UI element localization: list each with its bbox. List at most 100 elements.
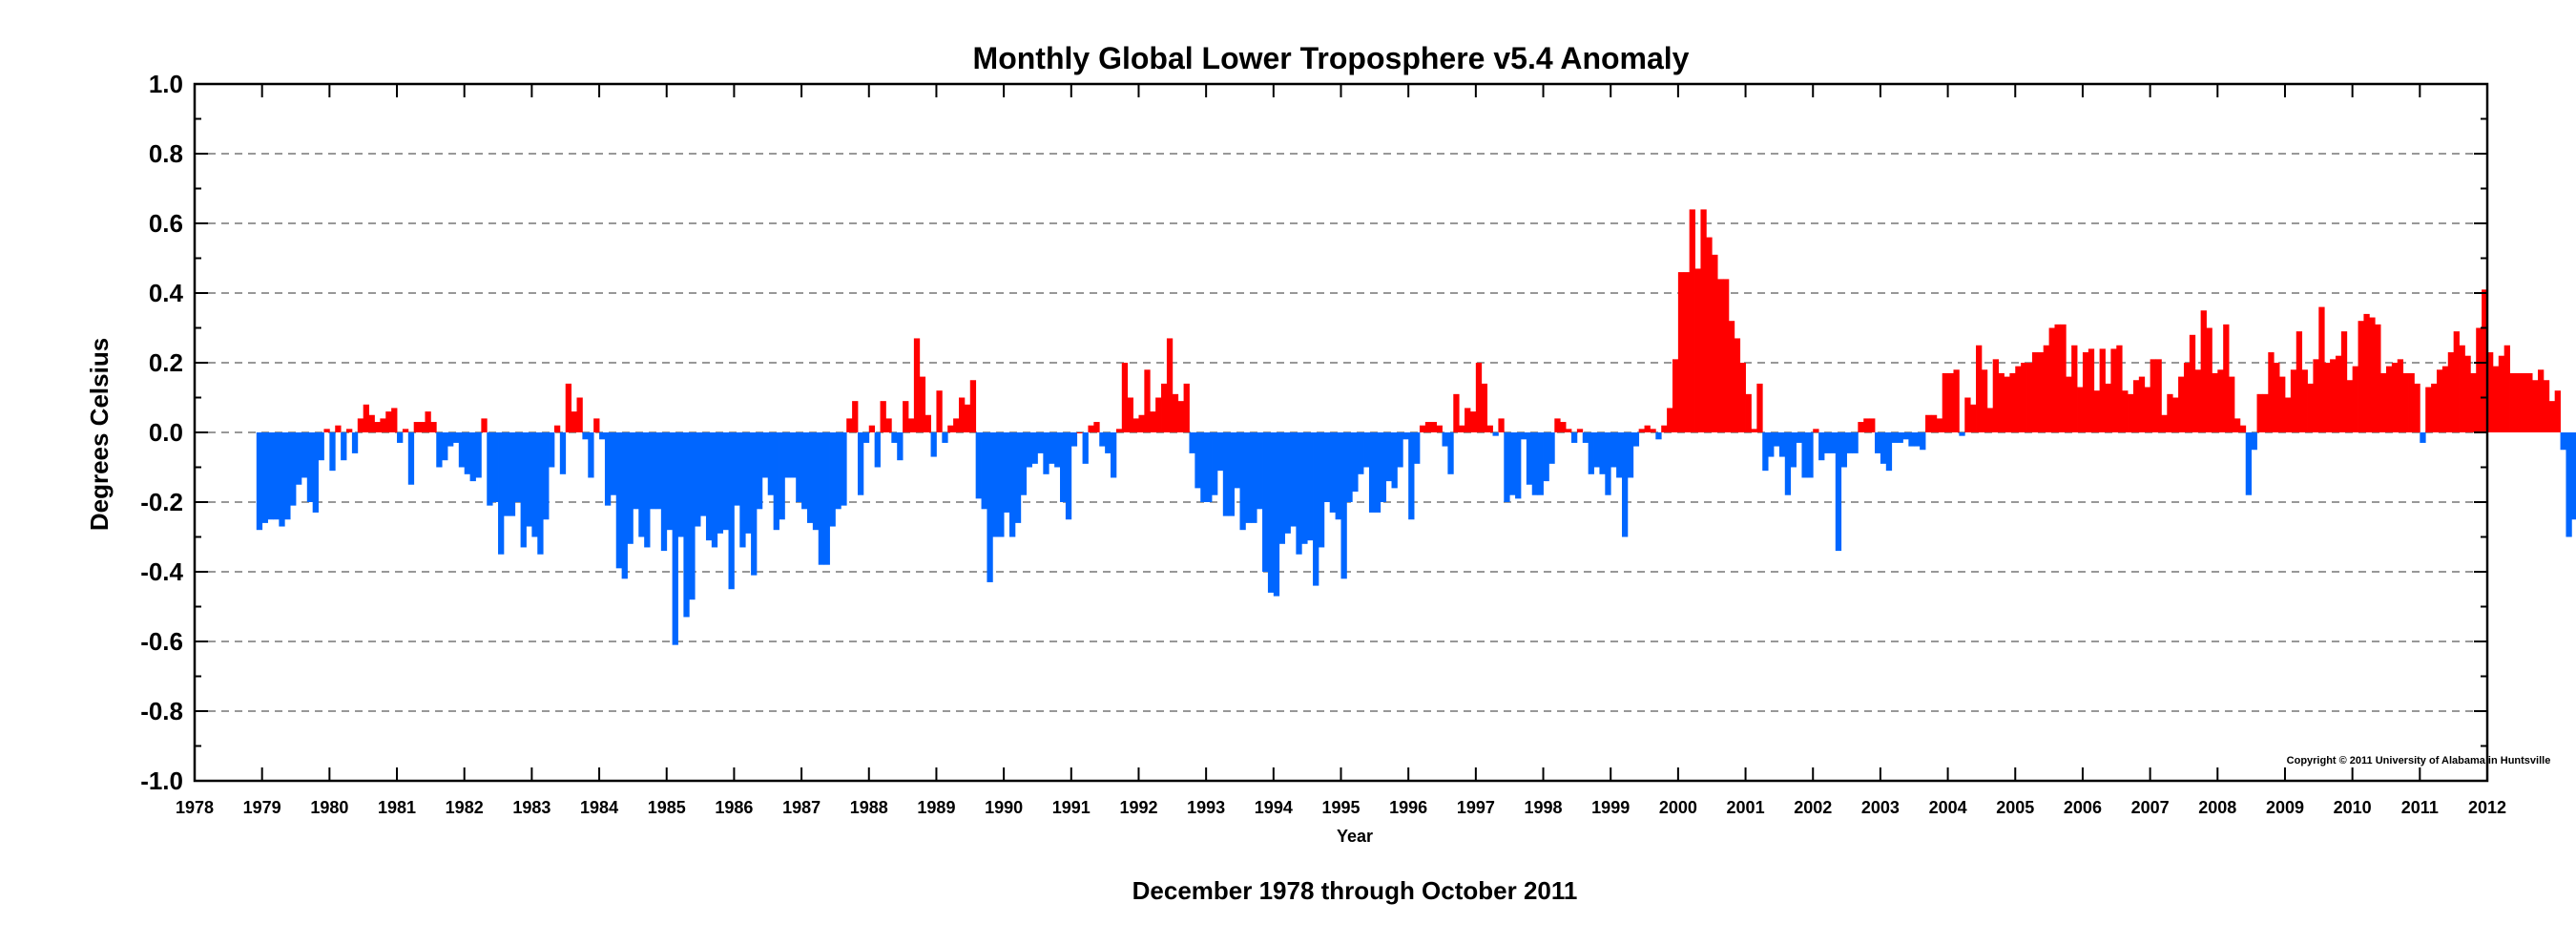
bar: [1835, 432, 1842, 552]
bar: [2441, 366, 2449, 432]
bar: [537, 432, 544, 555]
bar: [1419, 425, 1426, 432]
bar: [852, 401, 859, 432]
bar: [1307, 432, 1314, 541]
y-tick-label: 0.6: [149, 209, 183, 238]
bar: [1195, 432, 1201, 489]
bar: [2262, 393, 2269, 432]
y-tick-label: -0.8: [140, 697, 183, 725]
x-tick-label: 1979: [243, 798, 281, 817]
bar: [1784, 432, 1792, 495]
bar: [874, 432, 881, 468]
bar: [975, 432, 982, 499]
bar: [407, 432, 415, 485]
bar: [880, 401, 886, 432]
bar: [1177, 401, 1184, 432]
bar: [919, 376, 926, 432]
bar: [1667, 408, 1673, 432]
bar: [2346, 380, 2354, 432]
bar: [2318, 306, 2325, 432]
bar: [1947, 372, 1954, 432]
bar: [1459, 425, 1465, 432]
bar: [1531, 432, 1539, 495]
bar: [829, 432, 836, 527]
x-tick-label: 1982: [446, 798, 484, 817]
bar: [1183, 383, 1190, 432]
bar: [2284, 397, 2292, 432]
x-tick-label: 1989: [917, 798, 955, 817]
bar: [2217, 369, 2224, 432]
x-tick-label: 1998: [1525, 798, 1563, 817]
bar: [2233, 418, 2241, 432]
x-tick-label: 2010: [2334, 798, 2372, 817]
bar: [452, 432, 460, 443]
bar: [2385, 366, 2393, 432]
bar: [1880, 432, 1887, 464]
bar: [2447, 352, 2455, 432]
bar: [571, 411, 577, 432]
bar: [2200, 310, 2207, 432]
bar: [728, 432, 735, 590]
bar: [284, 432, 291, 520]
bar: [953, 418, 960, 432]
y-tick-label: -0.2: [140, 488, 183, 516]
bar: [1964, 397, 1971, 432]
bar: [576, 397, 583, 432]
x-tick-label: 2009: [2266, 798, 2304, 817]
bar: [565, 383, 572, 432]
x-tick-label: 2006: [2064, 798, 2102, 817]
bar: [1728, 321, 1735, 432]
bar: [700, 432, 707, 516]
bar: [1829, 432, 1837, 453]
x-tick-label: 1980: [310, 798, 348, 817]
bar: [1267, 432, 1275, 593]
bar: [509, 432, 516, 516]
bar: [1020, 432, 1028, 495]
bar: [1863, 418, 1870, 432]
bar: [1127, 397, 1133, 432]
x-tick-label: 2012: [2468, 798, 2506, 817]
bar: [1313, 432, 1319, 586]
bar: [1566, 429, 1572, 432]
bar: [1627, 432, 1634, 478]
bar: [1560, 422, 1567, 432]
bar: [543, 432, 550, 520]
bar: [1605, 432, 1611, 495]
bar: [1469, 411, 1477, 432]
x-tick-label: 2004: [1929, 798, 1967, 817]
y-tick-label: 0.8: [149, 139, 183, 168]
bar: [1465, 408, 1471, 432]
bar: [1318, 432, 1325, 548]
bar: [1897, 432, 1903, 443]
bar: [1189, 432, 1195, 453]
bar: [2414, 383, 2420, 432]
bar: [487, 432, 493, 506]
bar: [2116, 345, 2123, 432]
bar: [2431, 383, 2438, 432]
bar: [650, 432, 656, 510]
bar: [464, 432, 470, 474]
bar: [2194, 369, 2202, 432]
bar: [2150, 359, 2156, 432]
bar: [1105, 432, 1111, 453]
bar: [1070, 432, 1078, 447]
bar: [2375, 324, 2381, 432]
bar: [1570, 432, 1578, 443]
bar: [846, 418, 853, 432]
bar: [1222, 432, 1230, 516]
x-tick-label: 1996: [1389, 798, 1427, 817]
bar: [469, 432, 476, 482]
bar: [458, 432, 466, 468]
bar: [734, 432, 740, 506]
bar: [2453, 331, 2460, 432]
bar: [1875, 432, 1881, 453]
bar: [2335, 355, 2342, 432]
bar: [1329, 432, 1337, 513]
bar: [1694, 268, 1701, 432]
bar: [1650, 429, 1656, 432]
bar: [666, 432, 674, 531]
bar: [1391, 432, 1398, 489]
bar: [1049, 432, 1055, 464]
bar: [2369, 317, 2376, 432]
bar: [2093, 390, 2101, 432]
